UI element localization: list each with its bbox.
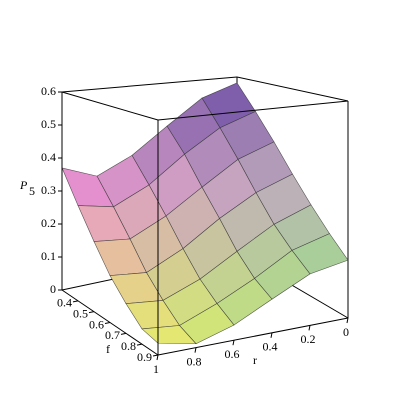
y-tick [120,332,127,335]
z-tick-label: 0.1 [41,249,56,263]
z-tick-label: 0.4 [41,150,56,164]
y-tick [136,343,143,346]
x-tick [346,317,349,324]
x-tick-label: 0.4 [263,340,278,354]
z-tick-label: 0.3 [41,183,56,197]
z-tick-label: 0.5 [41,117,56,131]
y-tick [152,354,159,357]
box-edge [61,91,159,121]
box-edge [157,100,349,121]
x-tick [308,325,311,331]
x-tick-label: 0 [343,325,349,339]
box-edge [157,317,349,356]
x-tick [156,354,159,361]
y-tick [88,311,95,314]
x-tick-label: 0.6 [225,347,240,361]
z-axis-label-subscript: 5 [29,184,35,198]
z-tick-label: 0 [50,282,56,296]
y-tick-label: 0.9 [137,350,152,364]
x-tick-label: 0.2 [301,332,316,346]
x-tick-label: 1 [153,362,159,376]
y-tick-label: 0.5 [73,306,88,320]
y-tick-label: 0.4 [57,296,72,310]
z-axis-label: P [19,178,28,192]
box-edge [236,76,349,102]
x-axis-label: r [253,353,257,367]
x-tick [270,332,273,338]
y-axis-label: f [106,342,110,356]
x-tick [194,347,197,353]
y-tick-label: 0.6 [89,317,104,331]
y-tick-label: 0.7 [105,328,120,342]
x-tick-label: 0.8 [187,354,202,368]
z-tick-label: 0.6 [41,84,56,98]
y-tick [104,322,111,324]
z-tick-label: 0.2 [41,216,56,230]
y-tick-label: 0.8 [121,339,136,353]
x-tick [232,340,235,346]
y-tick [72,300,79,303]
box-edge [61,76,238,93]
